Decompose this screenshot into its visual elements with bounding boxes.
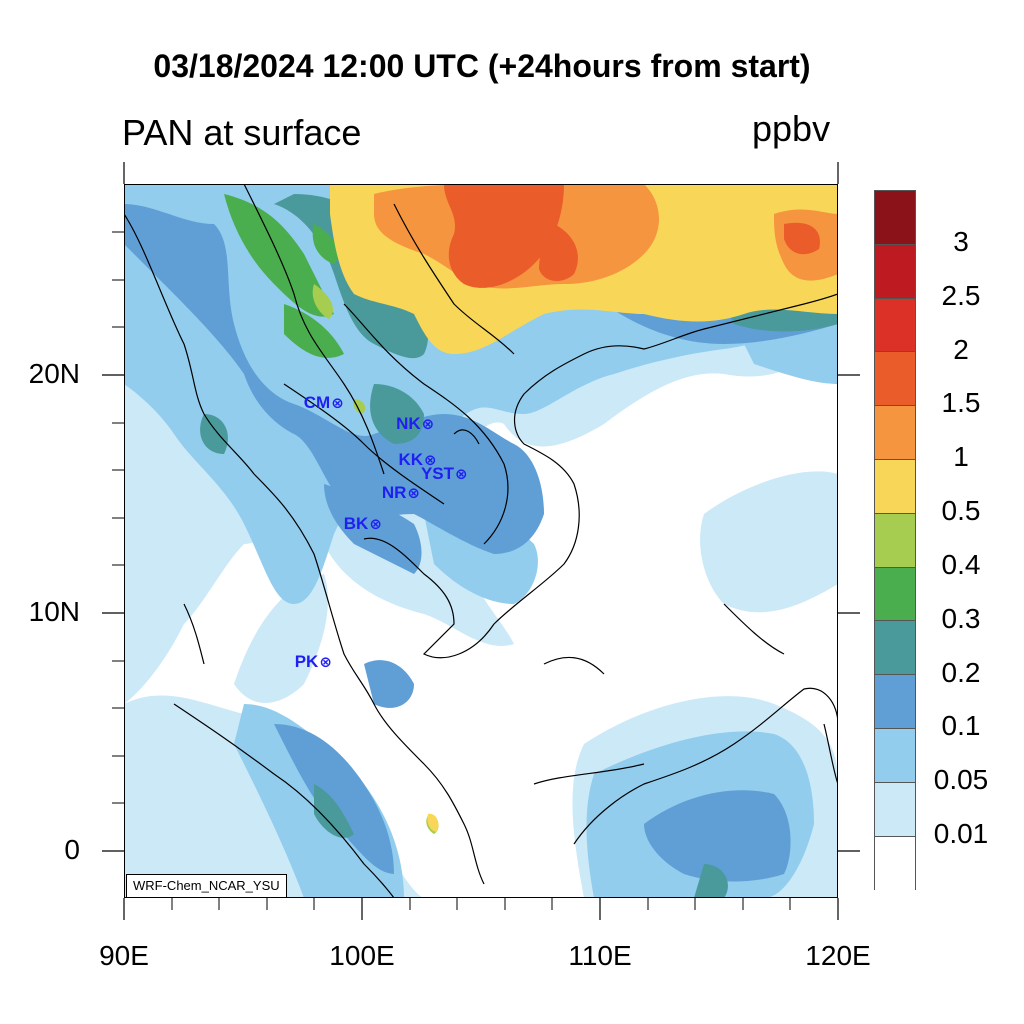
colorbar-label: 0.05 [933,764,989,796]
colorbar-label: 0.5 [941,495,981,527]
colorbar-label: 0.1 [941,710,981,742]
station-marker-icon: ⊗ [421,416,435,434]
colorbar-label: 0.2 [941,656,981,688]
units-label: ppbv [752,108,831,149]
concentration-map [124,184,838,898]
colorbar-swatch [875,191,915,245]
station-label: PK [294,652,319,672]
colorbar-label: 3 [953,225,969,257]
contour-1.5 [444,184,820,288]
map-plot-area [124,184,838,898]
colorbar-swatch [875,406,915,460]
colorbar-label: 0.3 [941,602,981,634]
y-tick-label-20n: 20N [28,358,80,389]
map-title: 03/18/2024 12:00 UTC (+24hours from star… [153,48,811,84]
coastlines [124,184,838,898]
station-marker-icon: ⊗ [319,654,332,672]
station-label: NR [381,483,407,503]
station-kk: KK⊗ [398,451,436,468]
variable-label: PAN at surface [122,112,362,153]
station-marker-icon: ⊗ [331,394,344,412]
colorbar-swatch [875,244,915,299]
colorbar-swatch [875,298,915,353]
model-credit: WRF-Chem_NCAR_YSU [126,874,287,898]
colorbar-swatch [875,728,915,783]
station-pk: PK⊗ [295,653,332,670]
station-yst: YST⊗ [421,465,468,482]
colorbar-label: 1.5 [941,387,981,419]
colorbar-swatch [875,782,915,837]
colorbar-swatch [875,513,915,568]
station-cm: CM⊗ [304,394,344,411]
station-nr: NR⊗ [382,484,420,501]
x-tick-label-110e: 110E [568,940,632,971]
x-tick-label-100e: 100E [329,940,395,971]
colorbar-label: 0.4 [941,548,981,580]
station-label: NK [396,414,421,434]
station-marker-icon: ⊗ [369,516,382,534]
station-label: BK [343,514,369,534]
y-tick-label-0: 0 [64,834,80,865]
station-label: CM [303,392,331,412]
colorbar-swatch [875,352,915,407]
station-marker-icon: ⊗ [407,485,420,503]
colorbar-label: 0.01 [933,818,989,850]
station-marker-icon: ⊗ [424,452,437,470]
colorbar-swatch [875,836,915,891]
colorbar-swatch [875,459,915,514]
station-bk: BK⊗ [344,515,382,532]
colorbar-label: 2 [953,333,969,365]
x-tick-label-120e: 120E [805,940,871,971]
x-tick-label-90e: 90E [99,940,149,971]
colorbar [874,190,916,891]
colorbar-swatch [875,675,915,729]
station-label: KK [398,450,424,470]
y-tick-label-10n: 10N [28,596,80,627]
station-nk: NK⊗ [396,415,434,432]
colorbar-label: 2.5 [941,279,981,311]
station-marker-icon: ⊗ [455,466,468,484]
colorbar-swatch [875,621,915,676]
colorbar-swatch [875,567,915,622]
station-label: YST [420,464,454,484]
colorbar-label: 1 [953,441,969,473]
